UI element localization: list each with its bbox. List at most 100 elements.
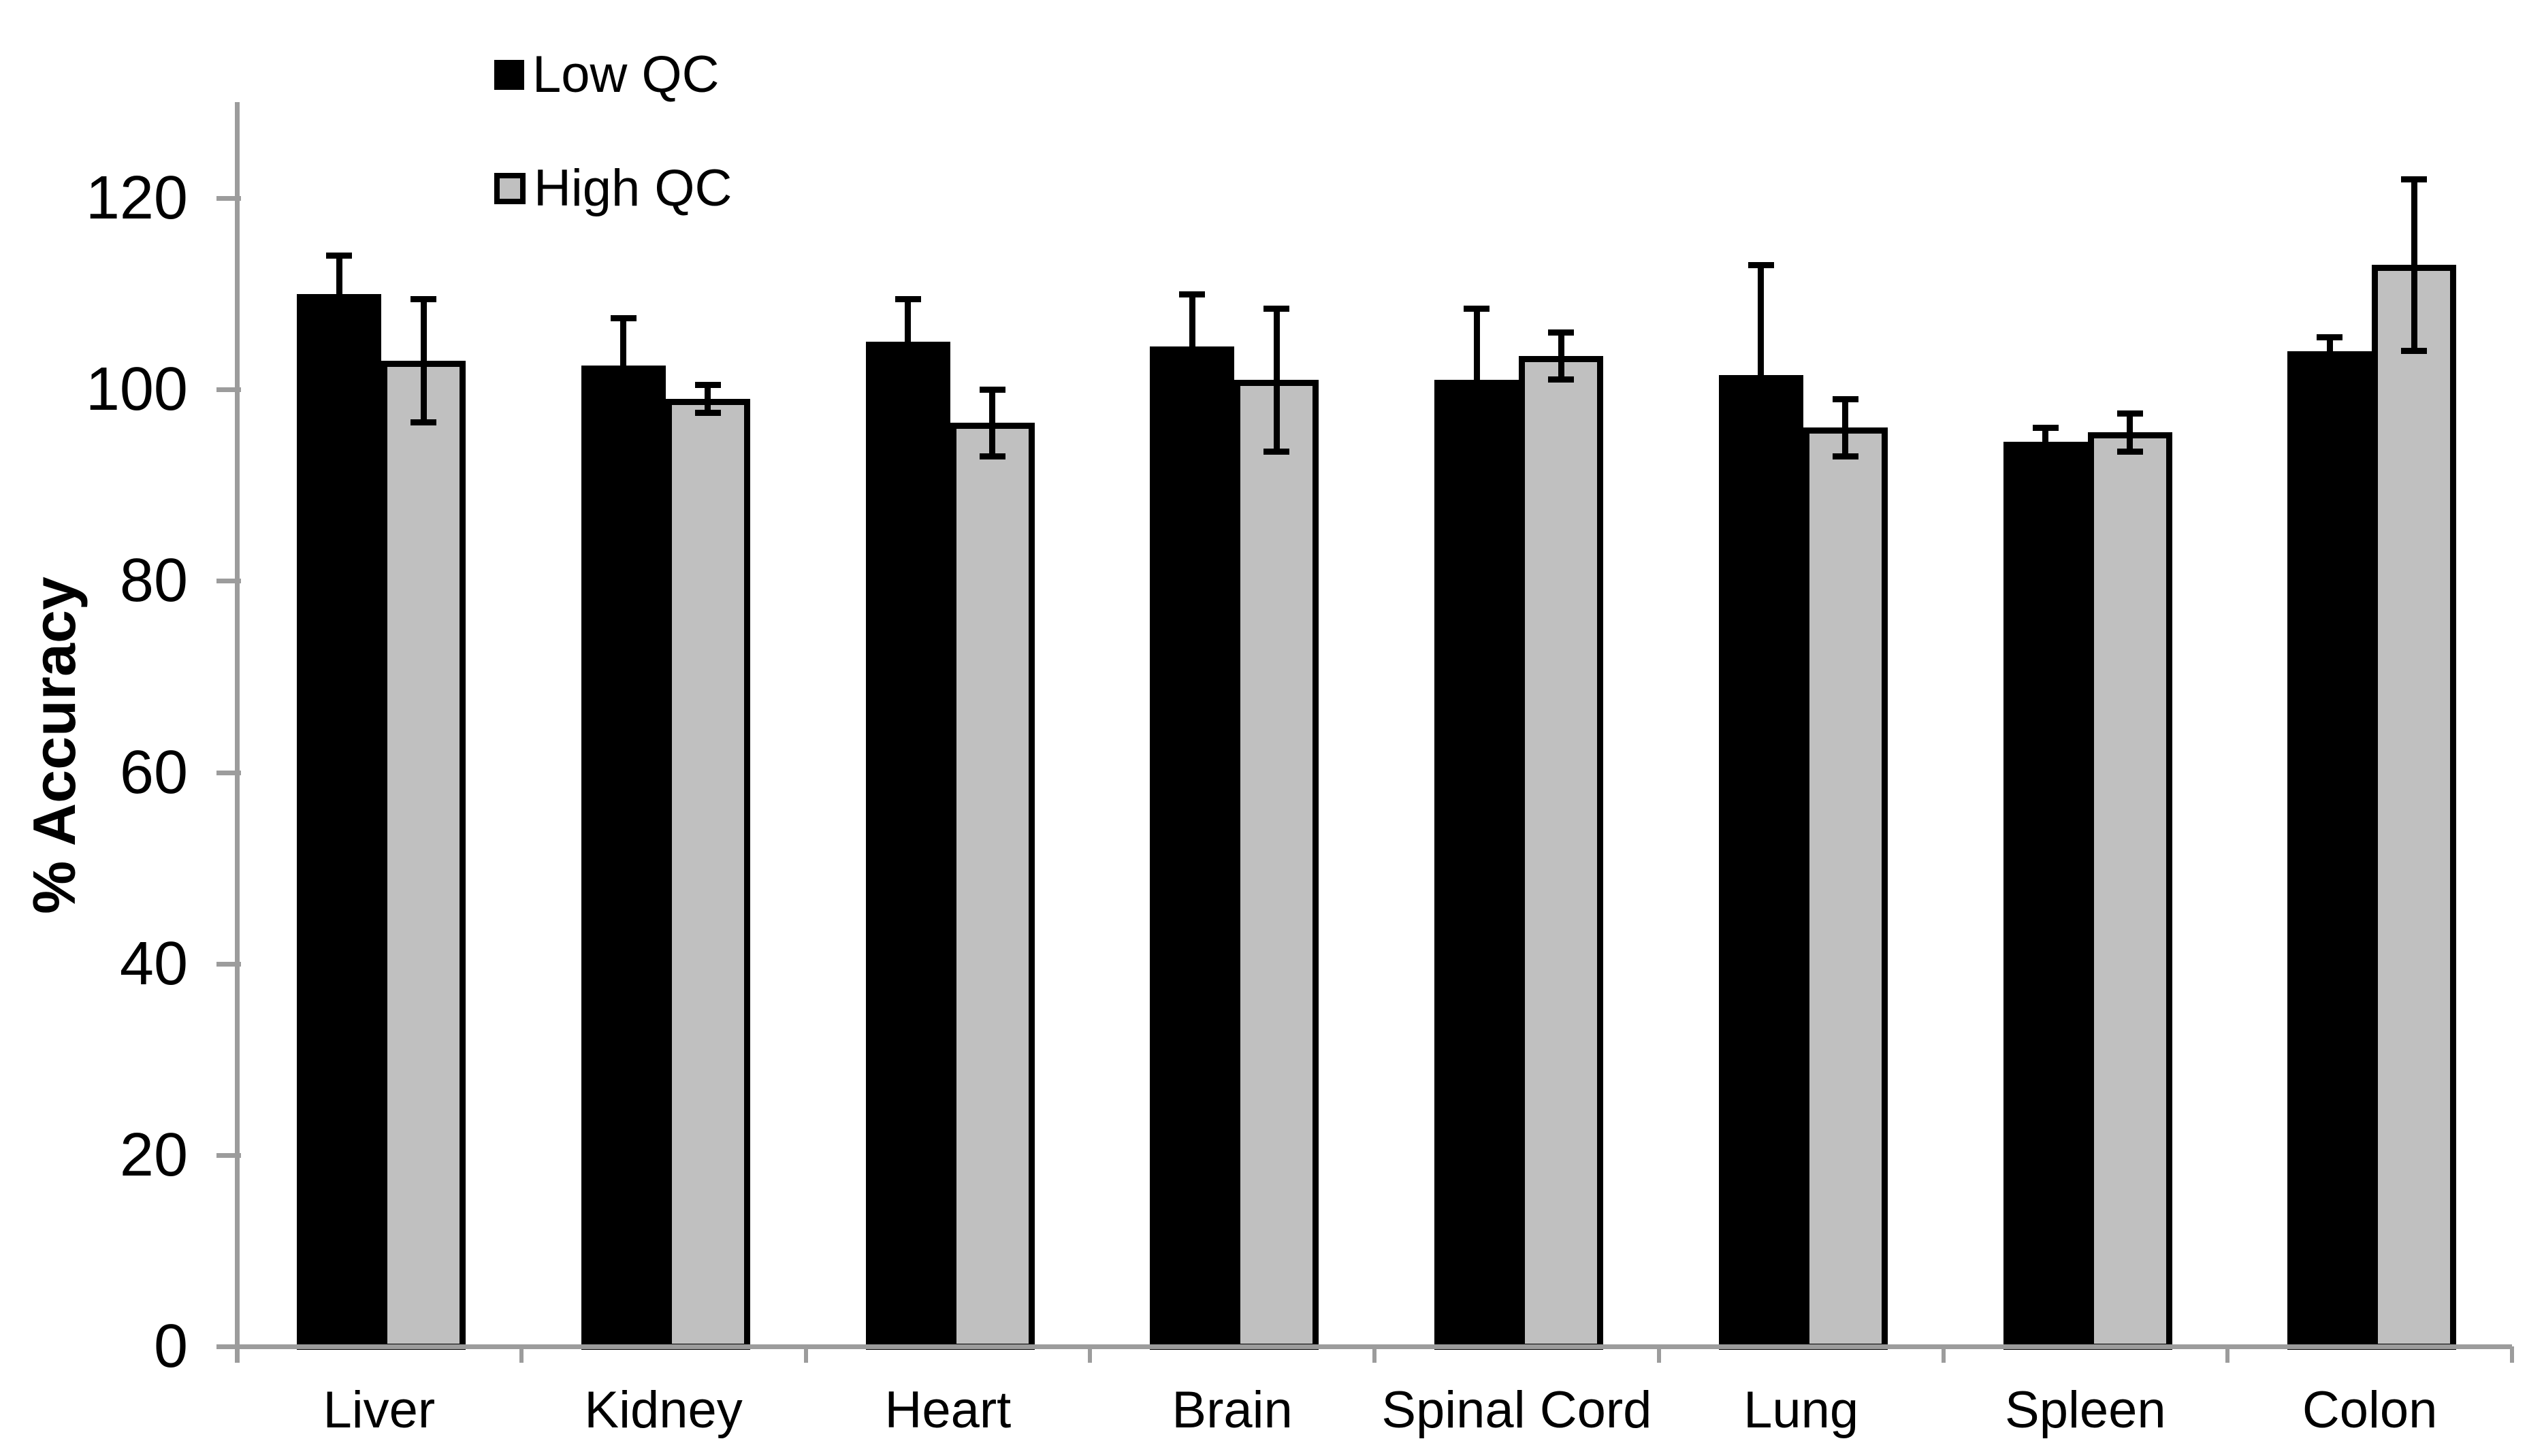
x-axis-tick xyxy=(1941,1346,1946,1363)
y-axis-tick xyxy=(216,387,241,393)
error-bar-low-qc-colon-top-cap xyxy=(2317,334,2343,340)
error-bar-low-qc-brain-bottom-cap xyxy=(1179,395,1206,402)
y-tick-label-60: 60 xyxy=(119,738,188,807)
error-bar-high-qc-colon xyxy=(2411,178,2417,351)
error-bar-low-qc-kidney xyxy=(620,317,627,414)
error-bar-high-qc-brain-bottom-cap xyxy=(1263,448,1290,455)
error-bar-low-qc-kidney-top-cap xyxy=(610,314,637,321)
error-bar-high-qc-brain xyxy=(1273,308,1280,452)
error-bar-low-qc-spleen-top-cap xyxy=(2032,425,2059,432)
error-bar-high-qc-liver-top-cap xyxy=(410,295,436,302)
bar-high-qc-heart xyxy=(950,423,1035,1350)
error-bar-high-qc-colon-top-cap xyxy=(2401,176,2428,182)
error-bar-high-qc-spleen xyxy=(2127,413,2133,452)
x-category-label-kidney: Kidney xyxy=(584,1381,743,1439)
error-bar-low-qc-spleen xyxy=(2042,427,2048,457)
x-axis-tick xyxy=(1088,1346,1093,1363)
error-bar-high-qc-kidney-bottom-cap xyxy=(694,410,721,417)
error-bar-low-qc-colon-bottom-cap xyxy=(2317,362,2343,369)
y-tick-label-100: 100 xyxy=(85,355,188,424)
error-bar-low-qc-lung-top-cap xyxy=(1748,262,1774,269)
error-bar-high-qc-brain-top-cap xyxy=(1263,305,1290,312)
error-bar-high-qc-liver-bottom-cap xyxy=(410,419,436,426)
y-tick-label-20: 20 xyxy=(119,1120,188,1189)
error-bar-low-qc-brain-top-cap xyxy=(1179,291,1206,297)
error-bar-low-qc-spinal-cord xyxy=(1473,308,1480,452)
error-bar-low-qc-liver-top-cap xyxy=(326,253,352,259)
bar-high-qc-brain xyxy=(1234,380,1319,1350)
error-bar-low-qc-spinal-cord-bottom-cap xyxy=(1464,448,1490,455)
x-axis-tick xyxy=(235,1346,239,1363)
x-axis-tick xyxy=(519,1346,524,1363)
y-tick-label-40: 40 xyxy=(119,929,188,998)
bar-low-qc-lung xyxy=(1718,375,1803,1350)
low-qc-swatch-icon xyxy=(494,59,524,90)
error-bar-high-qc-spleen-top-cap xyxy=(2116,410,2143,417)
bar-high-qc-spinal-cord xyxy=(1519,355,1603,1350)
error-bar-low-qc-heart xyxy=(905,298,911,385)
error-bar-low-qc-heart-bottom-cap xyxy=(895,381,921,388)
error-bar-low-qc-brain xyxy=(1189,293,1195,400)
error-bar-low-qc-colon xyxy=(2326,336,2333,366)
bar-high-qc-colon xyxy=(2372,265,2457,1350)
error-bar-low-qc-spleen-bottom-cap xyxy=(2032,453,2059,459)
error-bar-high-qc-kidney xyxy=(705,385,711,414)
error-bar-high-qc-lung-bottom-cap xyxy=(1832,453,1858,459)
error-bar-high-qc-spinal-cord-top-cap xyxy=(1548,329,1574,336)
error-bar-low-qc-lung xyxy=(1758,265,1765,485)
bar-high-qc-liver xyxy=(381,360,466,1350)
bar-high-qc-kidney xyxy=(665,399,750,1350)
error-bar-high-qc-heart xyxy=(989,389,995,457)
error-bar-high-qc-spleen-bottom-cap xyxy=(2116,448,2143,455)
y-axis-line xyxy=(235,102,240,1363)
error-bar-low-qc-liver xyxy=(336,255,342,332)
error-bar-high-qc-lung-top-cap xyxy=(1832,396,1858,403)
bar-high-qc-spleen xyxy=(2087,432,2172,1350)
x-axis-tick xyxy=(1656,1346,1661,1363)
x-category-label-spinal-cord: Spinal Cord xyxy=(1381,1381,1652,1439)
error-bar-low-qc-kidney-bottom-cap xyxy=(610,410,637,417)
error-bar-high-qc-lung xyxy=(1842,399,1849,457)
error-bar-high-qc-colon-bottom-cap xyxy=(2401,347,2428,354)
error-bar-low-qc-liver-bottom-cap xyxy=(326,328,352,335)
bar-low-qc-spinal-cord xyxy=(1434,380,1519,1350)
legend-item-high-qc: High QC xyxy=(494,159,732,218)
y-axis-tick xyxy=(216,770,241,775)
bar-low-qc-heart xyxy=(865,341,950,1350)
y-axis-tick xyxy=(216,196,241,201)
x-category-label-lung: Lung xyxy=(1743,1381,1859,1439)
x-axis-tick xyxy=(2510,1346,2514,1363)
high-qc-swatch-icon xyxy=(494,172,526,204)
x-axis-tick xyxy=(1372,1346,1376,1363)
x-category-label-liver: Liver xyxy=(323,1381,436,1439)
error-bar-high-qc-spinal-cord xyxy=(1558,331,1564,381)
x-axis-tick xyxy=(2225,1346,2230,1363)
error-bar-low-qc-spinal-cord-top-cap xyxy=(1464,305,1490,312)
error-bar-high-qc-liver xyxy=(420,298,427,423)
error-bar-high-qc-kidney-top-cap xyxy=(694,382,721,389)
bar-low-qc-spleen xyxy=(2003,442,2088,1350)
y-tick-label-0: 0 xyxy=(153,1312,188,1380)
y-tick-label-80: 80 xyxy=(119,547,188,615)
error-bar-high-qc-heart-top-cap xyxy=(979,387,1005,393)
legend-label-low-qc: Low QC xyxy=(532,46,720,103)
bar-low-qc-colon xyxy=(2287,351,2372,1350)
x-category-label-brain: Brain xyxy=(1172,1381,1293,1439)
bar-low-qc-kidney xyxy=(581,366,666,1350)
y-tick-label-120: 120 xyxy=(85,164,188,232)
y-axis-tick xyxy=(216,1344,241,1349)
legend-item-low-qc: Low QC xyxy=(494,45,720,104)
bar-low-qc-brain xyxy=(1150,346,1235,1350)
legend-label-high-qc: High QC xyxy=(534,159,732,217)
x-category-label-colon: Colon xyxy=(2302,1381,2438,1439)
error-bar-low-qc-heart-top-cap xyxy=(895,295,921,302)
y-axis-tick xyxy=(216,1152,241,1158)
y-axis-tick xyxy=(216,961,241,967)
error-bar-low-qc-lung-bottom-cap xyxy=(1748,481,1774,488)
x-category-label-spleen: Spleen xyxy=(2005,1381,2166,1439)
y-axis-tick xyxy=(216,579,241,584)
x-category-label-heart: Heart xyxy=(884,1381,1012,1439)
bar-high-qc-lung xyxy=(1803,427,1888,1350)
bar-low-qc-liver xyxy=(297,293,381,1350)
